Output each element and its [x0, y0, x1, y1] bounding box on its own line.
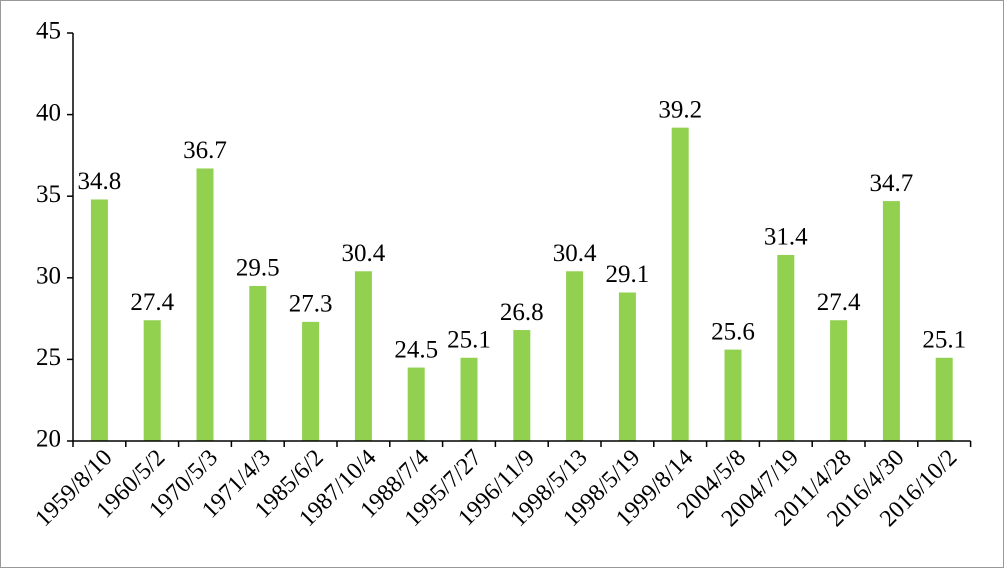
bar	[90, 199, 108, 441]
y-tick-label: 30	[36, 263, 61, 290]
data-label: 30.4	[553, 240, 597, 267]
data-label: 26.8	[500, 299, 544, 326]
bar	[724, 349, 742, 441]
y-tick-label: 40	[36, 99, 61, 126]
data-label: 24.5	[394, 336, 438, 363]
bar	[249, 285, 267, 441]
bar	[513, 330, 531, 441]
y-tick-label: 35	[36, 181, 61, 208]
bar	[566, 271, 584, 441]
bar	[671, 127, 689, 441]
data-label: 34.7	[870, 170, 914, 197]
data-label: 36.7	[183, 137, 227, 164]
bar	[618, 292, 636, 441]
data-label: 31.4	[764, 224, 808, 251]
bar	[143, 320, 161, 441]
data-label: 25.1	[447, 327, 491, 354]
bar	[196, 168, 214, 441]
y-tick-label: 45	[36, 18, 61, 45]
bar	[830, 320, 848, 441]
data-label: 27.4	[817, 289, 861, 316]
data-label: 27.4	[130, 289, 174, 316]
data-label: 25.1	[922, 327, 966, 354]
y-tick-label: 25	[36, 344, 61, 371]
bar	[354, 271, 372, 441]
data-label: 29.5	[236, 255, 280, 282]
bar	[302, 321, 320, 441]
data-label: 30.4	[342, 240, 386, 267]
bar	[935, 357, 953, 441]
y-tick-label: 20	[36, 426, 61, 453]
data-label: 29.1	[606, 261, 650, 288]
bar	[407, 367, 425, 441]
bar	[882, 201, 900, 441]
data-label: 39.2	[658, 96, 702, 123]
data-label: 27.3	[289, 291, 333, 318]
bar	[460, 357, 478, 441]
data-label: 25.6	[711, 318, 755, 345]
data-label: 34.8	[78, 168, 122, 195]
bar	[777, 254, 795, 441]
